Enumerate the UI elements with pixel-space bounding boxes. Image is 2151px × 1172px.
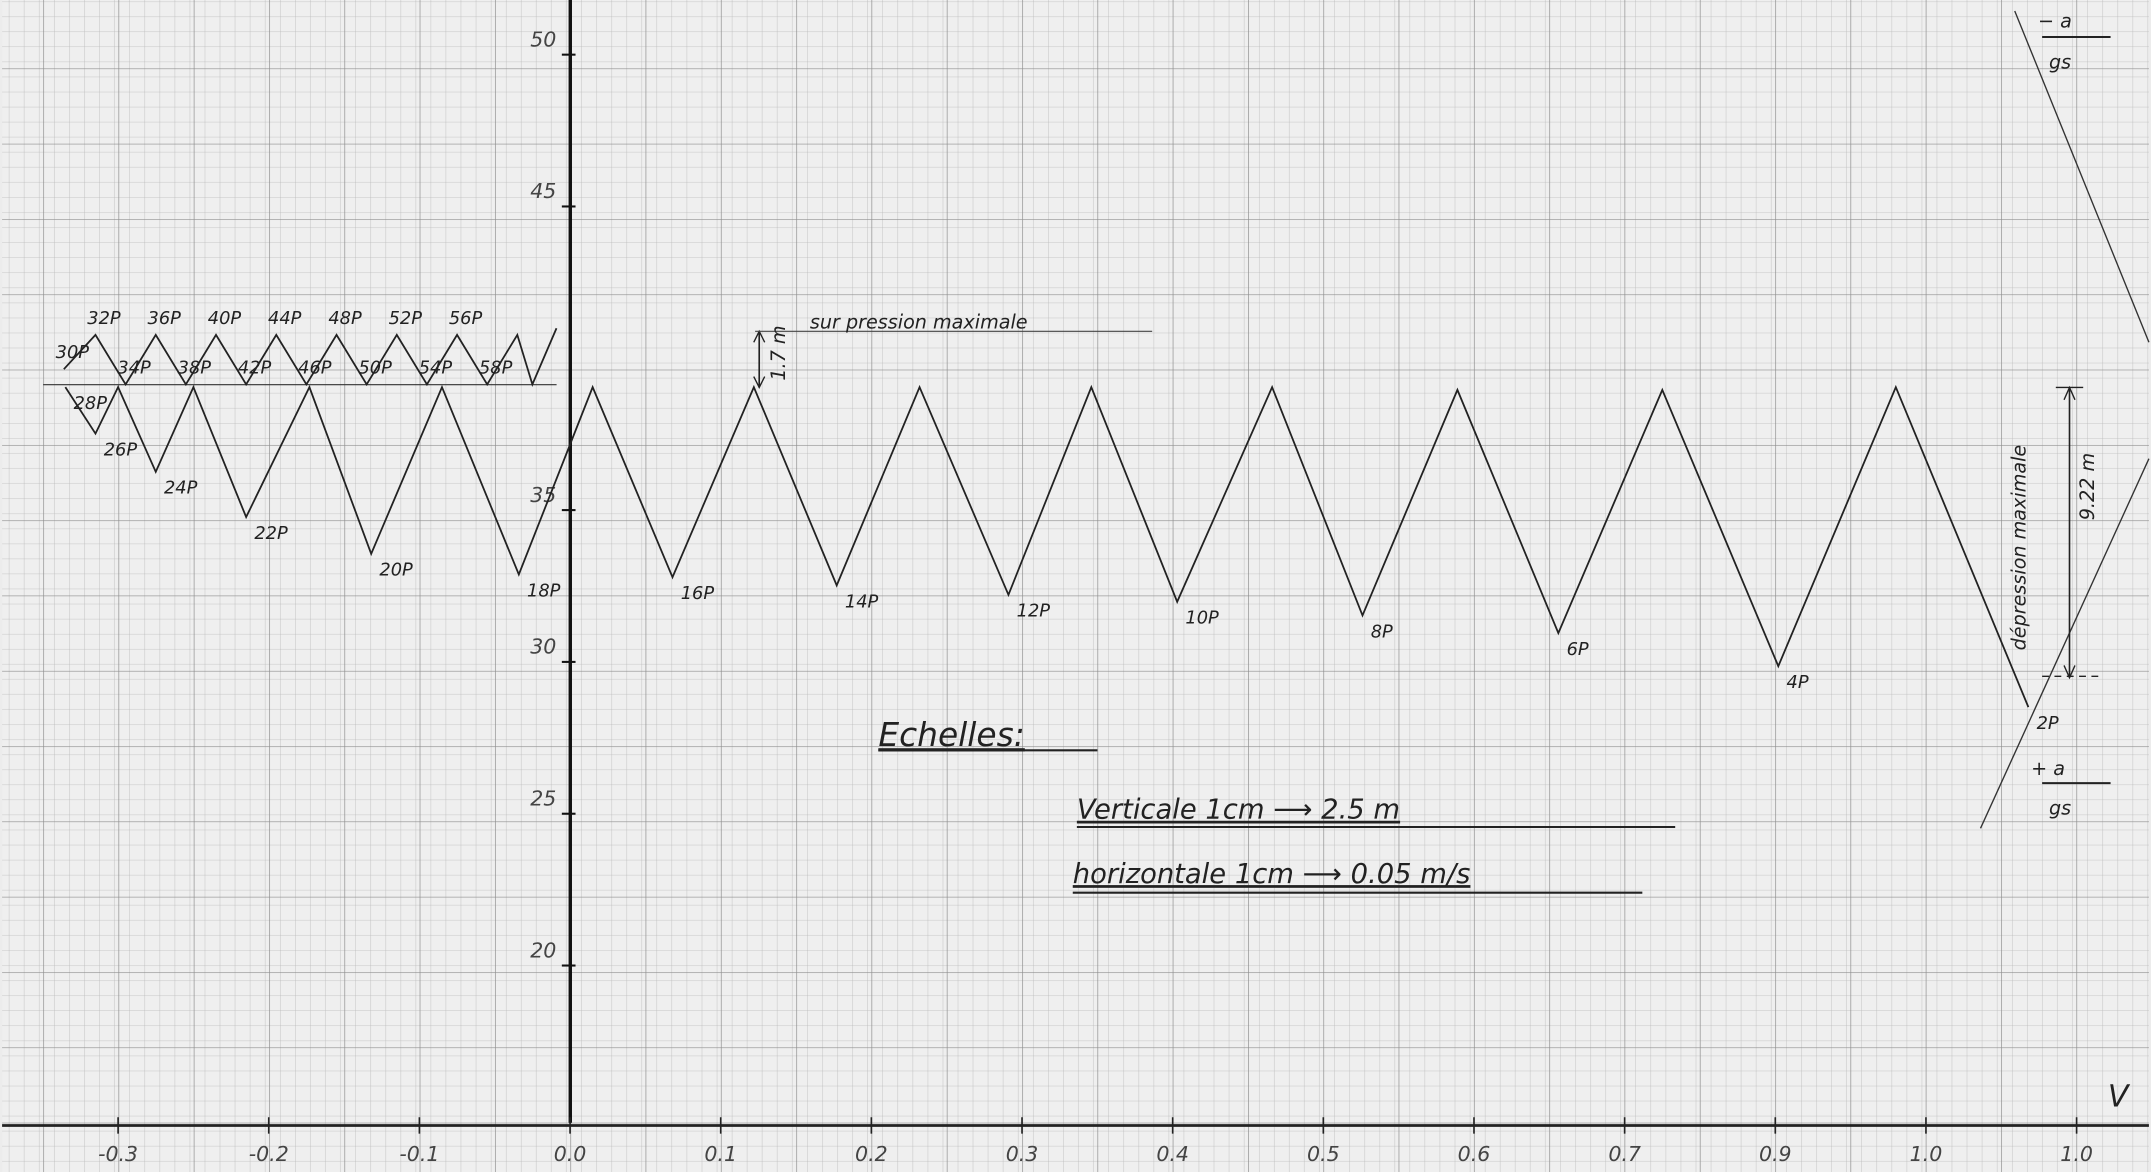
point-label: 2P xyxy=(2037,713,2059,734)
point-label: 30P xyxy=(56,342,90,363)
x-axis-label: V xyxy=(2108,1079,2131,1114)
point-label: 42P xyxy=(238,357,272,378)
point-label: 22P xyxy=(254,523,288,544)
annotation: gs xyxy=(2049,50,2071,73)
point-label: 54P xyxy=(419,357,453,378)
annotation: Echelles: xyxy=(878,716,1024,754)
point-label: 28P xyxy=(74,393,108,414)
point-label: 36P xyxy=(148,308,182,329)
point-label: 56P xyxy=(449,308,483,329)
point-label: 44P xyxy=(268,308,302,329)
x-tick-label: 0.3 xyxy=(1006,1142,1039,1166)
y-tick-label: 35 xyxy=(530,483,556,507)
annotation: + a xyxy=(2031,757,2065,780)
annotation: dépression maximale xyxy=(2008,445,2031,651)
x-tick-label: 0.7 xyxy=(1608,1142,1641,1166)
annotation: 1.7 m xyxy=(767,325,790,380)
annotation: sur pression maximale xyxy=(810,311,1028,334)
point-label: 18P xyxy=(527,580,561,601)
point-label: 26P xyxy=(104,439,138,460)
y-tick-label: 30 xyxy=(530,635,556,659)
x-tick-label: 0.0 xyxy=(554,1142,587,1166)
y-tick-label: 50 xyxy=(530,27,556,51)
point-label: 20P xyxy=(379,560,413,581)
point-label: 24P xyxy=(164,478,198,499)
point-label: 10P xyxy=(1185,608,1219,629)
point-label: 46P xyxy=(298,357,332,378)
x-tick-label: -0.1 xyxy=(399,1142,439,1166)
annotation: − a xyxy=(2038,9,2072,32)
point-label: 40P xyxy=(208,308,242,329)
point-label: 34P xyxy=(117,357,151,378)
annotation: horizontale 1cm ⟶ 0.05 m/s xyxy=(1073,859,1471,890)
point-label: 58P xyxy=(479,357,513,378)
point-label: 52P xyxy=(389,308,423,329)
annotation: Verticale 1cm ⟶ 2.5 m xyxy=(1077,795,1400,826)
point-label: 12P xyxy=(1017,601,1051,622)
point-label: 32P xyxy=(87,308,121,329)
x-tick-label: 0.2 xyxy=(855,1142,888,1166)
point-label: 14P xyxy=(845,591,879,612)
x-tick-label: 0.9 xyxy=(1759,1142,1792,1166)
point-label: 48P xyxy=(328,308,362,329)
x-tick-label: -0.3 xyxy=(98,1142,138,1166)
y-tick-label: 45 xyxy=(530,179,556,203)
body: 20 25 30 35 45 50 -0.3 -0.2 -0.1 0.0 0.1 0.2 0.3 0.4 0… xyxy=(0,0,2151,1172)
y-tick-label: 25 xyxy=(530,787,556,811)
x-tick-label: 0.4 xyxy=(1156,1142,1189,1166)
annotation: gs xyxy=(2049,797,2071,820)
chart: 20 25 30 35 45 50 -0.3 -0.2 -0.1 0.0 0.1 0.2 0.3 0.4 0… xyxy=(0,0,2151,1172)
x-tick-label: 0.6 xyxy=(1458,1142,1491,1166)
annotation: 9.22 m xyxy=(2076,453,2099,520)
point-label: 4P xyxy=(1787,672,1809,693)
x-tick-label: 0.5 xyxy=(1307,1142,1340,1166)
x-tick-label: 1.0 xyxy=(2060,1142,2093,1166)
point-label: 38P xyxy=(178,357,212,378)
x-tick-label: 1.0 xyxy=(1910,1142,1943,1166)
point-label: 6P xyxy=(1567,639,1589,660)
x-tick-label: -0.2 xyxy=(249,1142,289,1166)
point-label: 8P xyxy=(1371,621,1393,642)
graph-grid xyxy=(2,0,2149,1172)
page: html, body { margin: 0; padding: 0; back… xyxy=(0,0,2151,1172)
x-tick-label: 0.1 xyxy=(704,1142,737,1166)
point-label: 16P xyxy=(681,583,715,604)
point-label: 50P xyxy=(358,357,392,378)
y-tick-label: 20 xyxy=(530,938,556,962)
